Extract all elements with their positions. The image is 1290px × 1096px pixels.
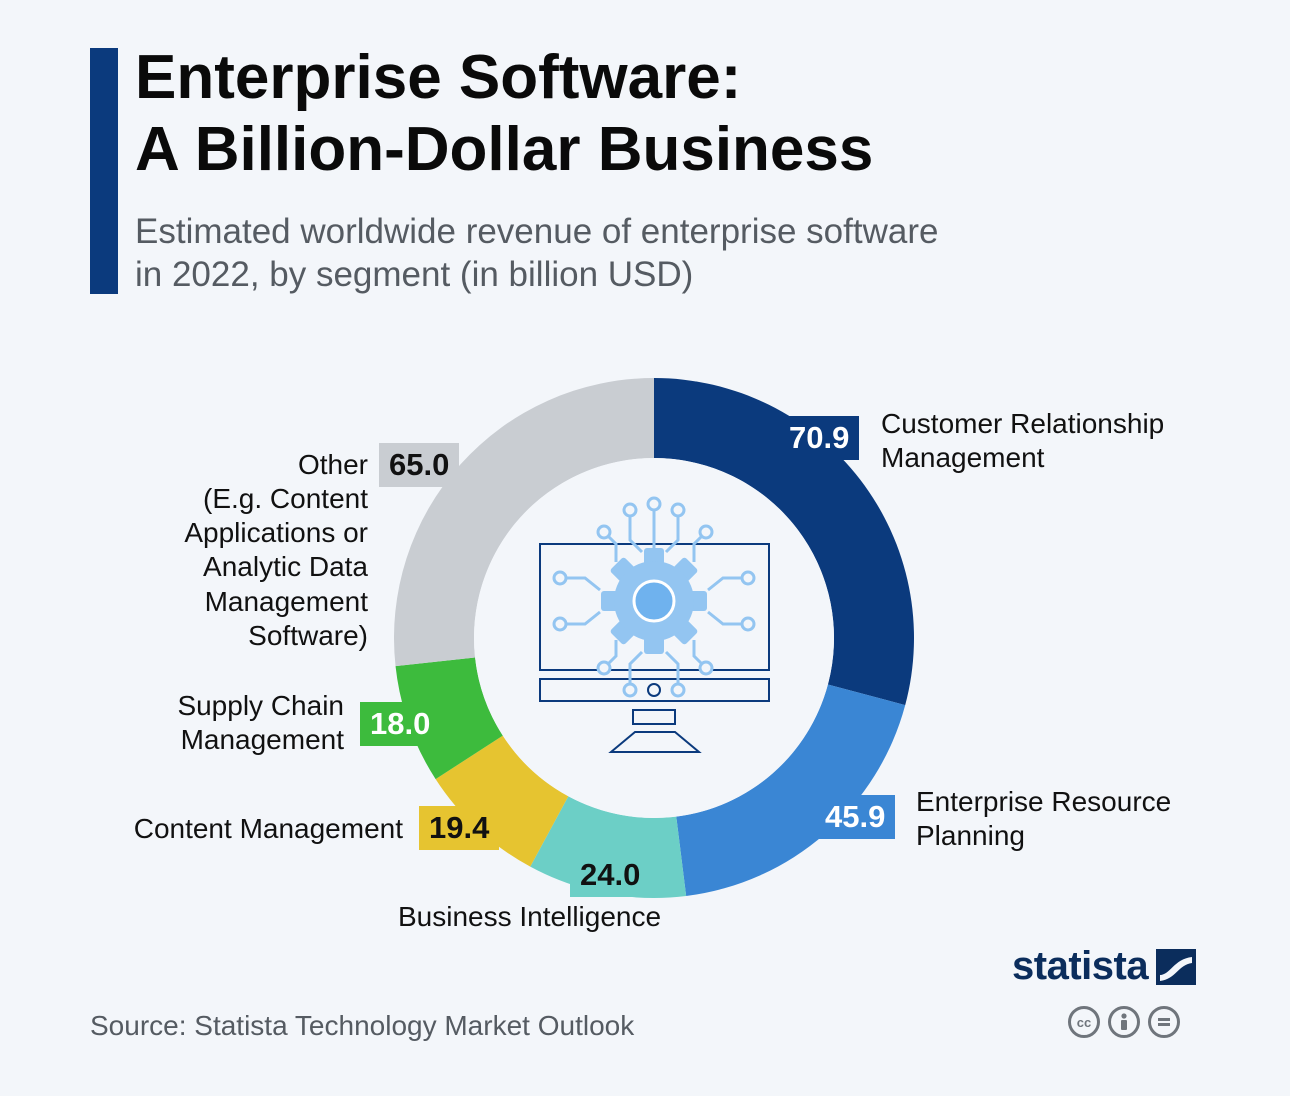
value-box-crm: 70.9 [779,416,860,460]
label-erp-line: Enterprise Resource [916,786,1172,817]
label-bi: Business Intelligence [398,900,661,934]
label-content-management: Content Management [134,812,403,846]
donut-slice-0 [654,378,914,706]
value-box-other: 65.0 [379,443,460,487]
donut-slice-4 [395,657,503,780]
label-crm: Customer Relationship Management [881,407,1164,475]
computer-chip-gear-icon [539,496,770,753]
label-content-management-line: Content Management [133,813,403,844]
label-other-line: Analytic Data [203,551,368,583]
nd-icon[interactable] [1148,1006,1180,1038]
value-box-content-management: 19.4 [419,806,500,850]
value-box-bi: 24.0 [570,853,651,897]
label-other-line: Other [297,449,368,480]
value-box-erp: 45.9 [815,795,896,839]
label-other-line: (E.g. Content [203,483,368,515]
title-accent-bar [90,48,118,294]
label-crm-line: Customer Relationship [881,408,1165,439]
license-icons: cc [1068,1006,1180,1038]
subtitle-line-2: in 2022, by segment (in billion USD) [135,255,694,295]
donut-slice-1 [676,684,906,897]
label-scm-line: Management [180,724,344,756]
statista-logo[interactable]: statista [1012,944,1197,989]
cc-icon[interactable]: cc [1068,1006,1100,1038]
label-erp-line: Planning [916,820,1025,852]
label-other: Other (E.g. Content Applications or Anal… [184,448,368,653]
label-other-line: Management [204,585,368,617]
title-line-2: A Billion-Dollar Business [135,114,874,184]
label-scm-line: Supply Chain [177,690,344,721]
label-scm: Supply Chain Management [177,689,344,757]
label-erp: Enterprise Resource Planning [916,785,1171,853]
by-icon[interactable] [1108,1006,1140,1038]
chart-subtitle: Estimated worldwide revenue of enterpris… [135,210,1215,297]
donut-slice-3 [435,735,569,867]
title-line-1: Enterprise Software: [135,43,742,112]
label-bi-line: Business Intelligence [398,901,662,932]
label-other-line: Software) [248,619,368,651]
label-other-line: Applications or [184,517,368,549]
donut-slice-5 [394,378,654,667]
page-title: Enterprise Software: A Billion-Dollar Bu… [135,42,1235,186]
label-crm-line: Management [881,442,1045,474]
statista-logo-icon [1156,948,1197,985]
statista-logo-text: statista [1012,944,1149,988]
source-note: Source: Statista Technology Market Outlo… [90,1010,635,1041]
value-box-scm: 18.0 [360,702,441,746]
subtitle-line-1: Estimated worldwide revenue of enterpris… [135,212,939,251]
